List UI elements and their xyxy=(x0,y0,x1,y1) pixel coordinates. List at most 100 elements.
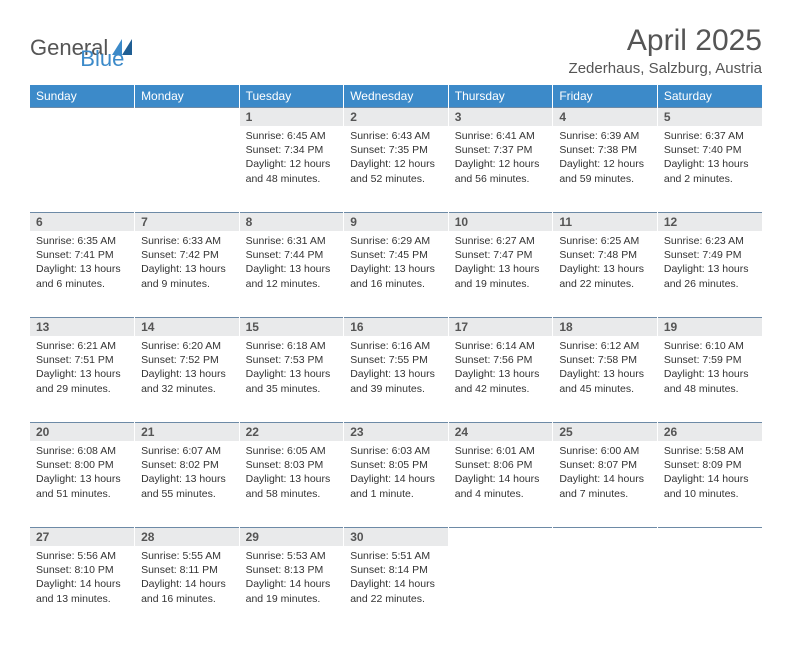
day-cell: Sunrise: 6:00 AMSunset: 8:07 PMDaylight:… xyxy=(553,441,658,527)
day-cell: Sunrise: 6:25 AMSunset: 7:48 PMDaylight:… xyxy=(553,231,658,317)
day-cell: Sunrise: 6:21 AMSunset: 7:51 PMDaylight:… xyxy=(30,336,135,422)
daylight-text: Daylight: 14 hours and 1 minute. xyxy=(350,472,442,500)
day-details: Sunrise: 6:05 AMSunset: 8:03 PMDaylight:… xyxy=(240,441,344,507)
sunset-text: Sunset: 7:45 PM xyxy=(350,248,442,262)
week-body-row: Sunrise: 6:35 AMSunset: 7:41 PMDaylight:… xyxy=(30,231,762,317)
day-cell: Sunrise: 6:43 AMSunset: 7:35 PMDaylight:… xyxy=(344,126,449,212)
sunset-text: Sunset: 7:53 PM xyxy=(246,353,338,367)
sunrise-text: Sunrise: 6:20 AM xyxy=(141,339,233,353)
day-number: 5 xyxy=(658,107,762,126)
sunset-text: Sunset: 8:11 PM xyxy=(141,563,233,577)
day-number-cell: 30 xyxy=(344,527,449,546)
sunset-text: Sunset: 8:02 PM xyxy=(141,458,233,472)
daylight-text: Daylight: 14 hours and 22 minutes. xyxy=(350,577,442,605)
day-cell: Sunrise: 6:20 AMSunset: 7:52 PMDaylight:… xyxy=(135,336,240,422)
sunset-text: Sunset: 7:41 PM xyxy=(36,248,128,262)
day-details: Sunrise: 6:23 AMSunset: 7:49 PMDaylight:… xyxy=(658,231,762,297)
header: General Blue April 2025 Zederhaus, Salzb… xyxy=(30,24,762,77)
day-number-cell: 6 xyxy=(30,212,135,231)
week-daynum-row: 6789101112 xyxy=(30,212,762,231)
daylight-text: Daylight: 13 hours and 29 minutes. xyxy=(36,367,128,395)
week-daynum-row: 12345 xyxy=(30,107,762,126)
day-details: Sunrise: 5:53 AMSunset: 8:13 PMDaylight:… xyxy=(240,546,344,612)
day-details: Sunrise: 6:33 AMSunset: 7:42 PMDaylight:… xyxy=(135,231,239,297)
day-details: Sunrise: 6:18 AMSunset: 7:53 PMDaylight:… xyxy=(240,336,344,402)
col-monday: Monday xyxy=(135,85,240,107)
day-number-cell: 3 xyxy=(448,107,553,126)
day-number: 15 xyxy=(240,317,344,336)
daylight-text: Daylight: 14 hours and 16 minutes. xyxy=(141,577,233,605)
day-number: 26 xyxy=(658,422,762,441)
day-number: 16 xyxy=(344,317,448,336)
day-number-empty xyxy=(135,107,239,126)
day-details: Sunrise: 6:35 AMSunset: 7:41 PMDaylight:… xyxy=(30,231,134,297)
col-tuesday: Tuesday xyxy=(239,85,344,107)
day-details: Sunrise: 6:20 AMSunset: 7:52 PMDaylight:… xyxy=(135,336,239,402)
sunrise-text: Sunrise: 5:58 AM xyxy=(664,444,756,458)
day-number: 6 xyxy=(30,212,134,231)
sunset-text: Sunset: 8:07 PM xyxy=(559,458,651,472)
day-cell: Sunrise: 6:29 AMSunset: 7:45 PMDaylight:… xyxy=(344,231,449,317)
sunrise-text: Sunrise: 6:07 AM xyxy=(141,444,233,458)
day-number: 13 xyxy=(30,317,134,336)
sunrise-text: Sunrise: 6:41 AM xyxy=(455,129,547,143)
day-number-cell: 7 xyxy=(135,212,240,231)
day-number: 22 xyxy=(240,422,344,441)
day-number-cell: 27 xyxy=(30,527,135,546)
sunset-text: Sunset: 8:06 PM xyxy=(455,458,547,472)
day-number: 21 xyxy=(135,422,239,441)
sunset-text: Sunset: 7:48 PM xyxy=(559,248,651,262)
sunset-text: Sunset: 7:47 PM xyxy=(455,248,547,262)
sunrise-text: Sunrise: 6:21 AM xyxy=(36,339,128,353)
day-number-cell: 11 xyxy=(553,212,658,231)
day-number-cell: 21 xyxy=(135,422,240,441)
col-saturday: Saturday xyxy=(657,85,762,107)
day-number: 10 xyxy=(449,212,553,231)
day-details: Sunrise: 6:10 AMSunset: 7:59 PMDaylight:… xyxy=(658,336,762,402)
day-number-cell: 8 xyxy=(239,212,344,231)
day-cell: Sunrise: 6:18 AMSunset: 7:53 PMDaylight:… xyxy=(239,336,344,422)
day-cell: Sunrise: 6:03 AMSunset: 8:05 PMDaylight:… xyxy=(344,441,449,527)
day-number: 9 xyxy=(344,212,448,231)
col-friday: Friday xyxy=(553,85,658,107)
sunrise-text: Sunrise: 5:55 AM xyxy=(141,549,233,563)
day-cell: Sunrise: 5:53 AMSunset: 8:13 PMDaylight:… xyxy=(239,546,344,632)
day-number-cell: 23 xyxy=(344,422,449,441)
day-cell xyxy=(135,126,240,212)
day-number: 30 xyxy=(344,527,448,546)
sunrise-text: Sunrise: 6:39 AM xyxy=(559,129,651,143)
daylight-text: Daylight: 13 hours and 45 minutes. xyxy=(559,367,651,395)
col-thursday: Thursday xyxy=(448,85,553,107)
day-cell: Sunrise: 6:14 AMSunset: 7:56 PMDaylight:… xyxy=(448,336,553,422)
sunset-text: Sunset: 7:42 PM xyxy=(141,248,233,262)
day-cell: Sunrise: 6:33 AMSunset: 7:42 PMDaylight:… xyxy=(135,231,240,317)
day-cell: Sunrise: 5:58 AMSunset: 8:09 PMDaylight:… xyxy=(657,441,762,527)
day-number-cell xyxy=(30,107,135,126)
day-number-cell: 16 xyxy=(344,317,449,336)
day-number: 3 xyxy=(449,107,553,126)
day-details: Sunrise: 6:45 AMSunset: 7:34 PMDaylight:… xyxy=(240,126,344,192)
week-body-row: Sunrise: 6:45 AMSunset: 7:34 PMDaylight:… xyxy=(30,126,762,212)
sunrise-text: Sunrise: 6:16 AM xyxy=(350,339,442,353)
daylight-text: Daylight: 13 hours and 58 minutes. xyxy=(246,472,338,500)
sunset-text: Sunset: 8:13 PM xyxy=(246,563,338,577)
day-details: Sunrise: 6:29 AMSunset: 7:45 PMDaylight:… xyxy=(344,231,448,297)
day-number: 18 xyxy=(553,317,657,336)
sunset-text: Sunset: 8:03 PM xyxy=(246,458,338,472)
day-details: Sunrise: 5:55 AMSunset: 8:11 PMDaylight:… xyxy=(135,546,239,612)
day-number-cell xyxy=(553,527,658,546)
day-cell: Sunrise: 6:35 AMSunset: 7:41 PMDaylight:… xyxy=(30,231,135,317)
day-details: Sunrise: 6:27 AMSunset: 7:47 PMDaylight:… xyxy=(449,231,553,297)
day-number: 29 xyxy=(240,527,344,546)
day-number-cell: 24 xyxy=(448,422,553,441)
day-number-cell: 26 xyxy=(657,422,762,441)
day-cell: Sunrise: 6:27 AMSunset: 7:47 PMDaylight:… xyxy=(448,231,553,317)
day-details: Sunrise: 5:58 AMSunset: 8:09 PMDaylight:… xyxy=(658,441,762,507)
week-daynum-row: 13141516171819 xyxy=(30,317,762,336)
day-number-cell: 2 xyxy=(344,107,449,126)
logo: General Blue xyxy=(30,24,124,72)
week-body-row: Sunrise: 6:08 AMSunset: 8:00 PMDaylight:… xyxy=(30,441,762,527)
sunrise-text: Sunrise: 6:01 AM xyxy=(455,444,547,458)
daylight-text: Daylight: 13 hours and 2 minutes. xyxy=(664,157,756,185)
daylight-text: Daylight: 13 hours and 16 minutes. xyxy=(350,262,442,290)
